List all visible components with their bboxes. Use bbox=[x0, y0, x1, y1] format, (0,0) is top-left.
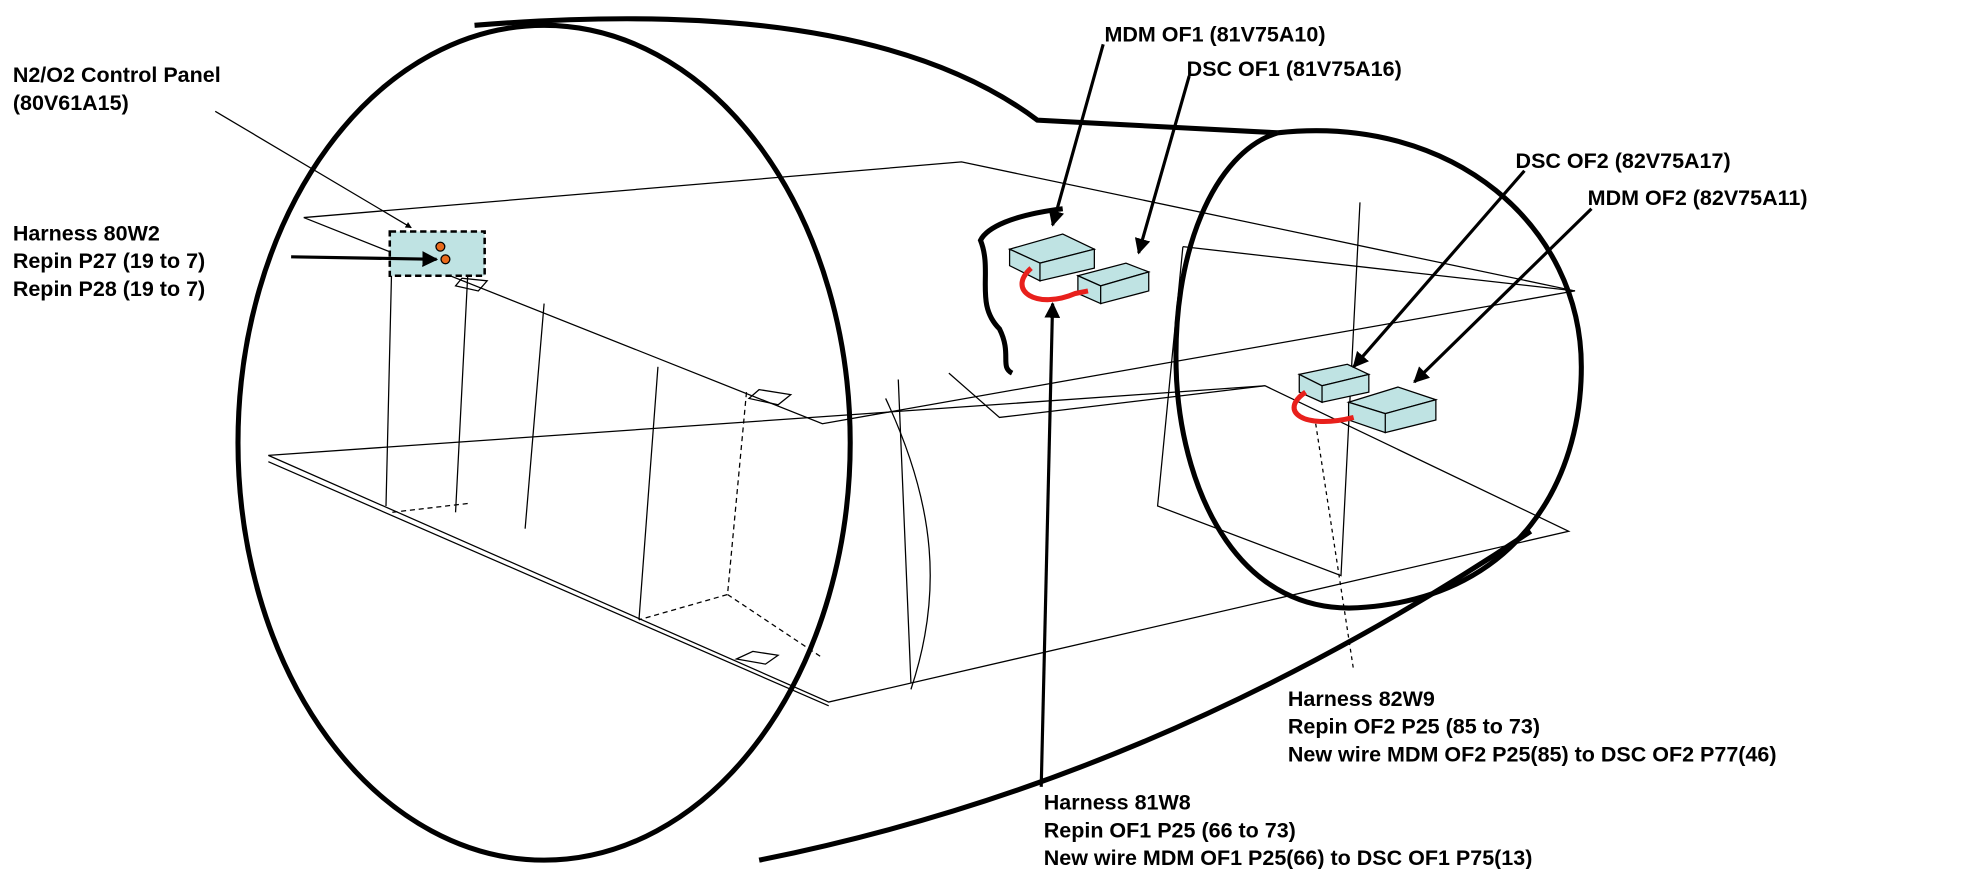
callout-label: Harness 82W9 bbox=[1288, 687, 1435, 711]
callout-label: MDM OF1 (81V75A10) bbox=[1104, 23, 1325, 47]
callout-label: Repin OF2 P25 (85 to 73) bbox=[1288, 715, 1540, 739]
callout-label: Harness 80W2 bbox=[13, 221, 160, 245]
callout-label: New wire MDM OF2 P25(85) to DSC OF2 P77(… bbox=[1288, 742, 1777, 766]
callout-label: DSC OF1 (81V75A16) bbox=[1187, 57, 1402, 81]
callout-label: New wire MDM OF1 P25(66) to DSC OF1 P75(… bbox=[1044, 846, 1533, 869]
callout-label: Repin P27 (19 to 7) bbox=[13, 249, 205, 273]
callout-label: Repin OF1 P25 (66 to 73) bbox=[1044, 818, 1296, 842]
callout-label: (80V61A15) bbox=[13, 91, 129, 115]
callout-label: DSC OF2 (82V75A17) bbox=[1516, 149, 1731, 173]
callout-label: Repin P28 (19 to 7) bbox=[13, 277, 205, 301]
labels: N2/O2 Control Panel (80V61A15) Harness 80W… bbox=[13, 23, 1808, 869]
diagram: N2/O2 Control Panel (80V61A15) Harness 80W… bbox=[0, 0, 1961, 869]
callout-label: MDM OF2 (82V75A11) bbox=[1588, 186, 1808, 210]
callout-label: Harness 81W8 bbox=[1044, 791, 1191, 815]
callout-label: N2/O2 Control Panel bbox=[13, 63, 221, 87]
